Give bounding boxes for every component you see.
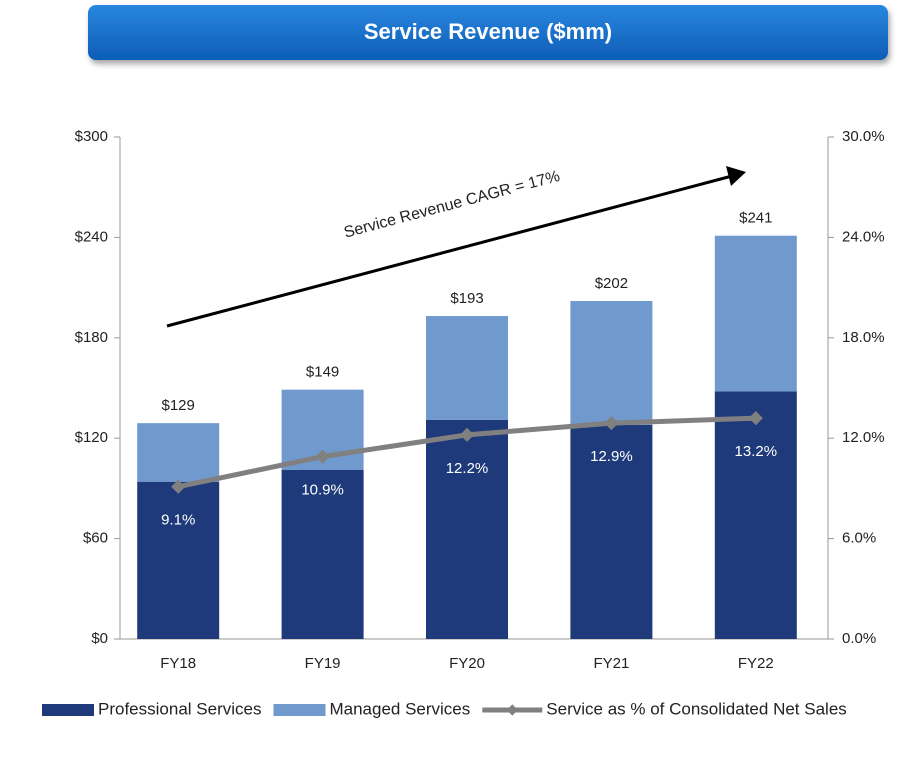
line-marker bbox=[604, 416, 619, 431]
x-tick-label: FY21 bbox=[593, 655, 629, 672]
y-tick-label: $60 bbox=[83, 530, 108, 547]
bar bbox=[714, 391, 797, 639]
y-tick-label: $120 bbox=[75, 429, 108, 446]
x-tick-label: FY19 bbox=[305, 655, 341, 672]
line-marker bbox=[171, 479, 186, 494]
total-label: $129 bbox=[162, 397, 195, 414]
bar bbox=[137, 481, 220, 639]
x-tick-label: FY20 bbox=[449, 655, 485, 672]
x-tick-label: FY22 bbox=[738, 655, 774, 672]
data-label: 13.2% bbox=[735, 443, 778, 460]
line-marker bbox=[459, 427, 475, 442]
y2-tick-label: 12.0% bbox=[842, 429, 885, 446]
data-label: 12.2% bbox=[446, 460, 489, 477]
y2-tick-label: 18.0% bbox=[842, 329, 885, 346]
y-tick-label: $300 bbox=[75, 128, 108, 145]
legend-label: Managed Services bbox=[329, 699, 470, 718]
total-label: $193 bbox=[450, 290, 483, 307]
total-label: $202 bbox=[595, 275, 628, 292]
legend-label: Service as % of Consolidated Net Sales bbox=[546, 699, 847, 718]
bar bbox=[426, 419, 508, 639]
line-marker bbox=[315, 449, 330, 464]
data-label: 12.9% bbox=[590, 448, 633, 465]
y-tick-label: $0 bbox=[91, 630, 108, 647]
cagr-arrow bbox=[166, 174, 733, 328]
legend-label: Professional Services bbox=[98, 699, 261, 718]
legend-swatch-marker bbox=[506, 704, 518, 716]
bar bbox=[714, 235, 797, 392]
data-label: 9.1% bbox=[161, 512, 195, 529]
bar bbox=[281, 469, 364, 639]
chart-title: Service Revenue ($mm) bbox=[364, 19, 612, 44]
title-banner bbox=[88, 5, 888, 60]
line-marker bbox=[748, 411, 763, 426]
legend-swatch bbox=[42, 704, 94, 716]
data-label: 10.9% bbox=[301, 482, 344, 499]
x-tick-label: FY18 bbox=[160, 655, 196, 672]
bar bbox=[570, 300, 653, 425]
total-label: $241 bbox=[739, 210, 772, 227]
y-tick-label: $240 bbox=[75, 228, 108, 245]
bar bbox=[426, 316, 508, 420]
y2-tick-label: 30.0% bbox=[842, 128, 885, 145]
y2-tick-label: 6.0% bbox=[842, 530, 876, 547]
y2-tick-label: 24.0% bbox=[842, 228, 885, 245]
legend-swatch bbox=[273, 704, 326, 716]
total-label: $149 bbox=[306, 364, 339, 381]
y2-tick-label: 0.0% bbox=[842, 630, 876, 647]
bar bbox=[570, 424, 653, 639]
cagr-arrowhead bbox=[726, 166, 746, 186]
bar bbox=[137, 423, 220, 482]
y-tick-label: $180 bbox=[75, 329, 108, 346]
